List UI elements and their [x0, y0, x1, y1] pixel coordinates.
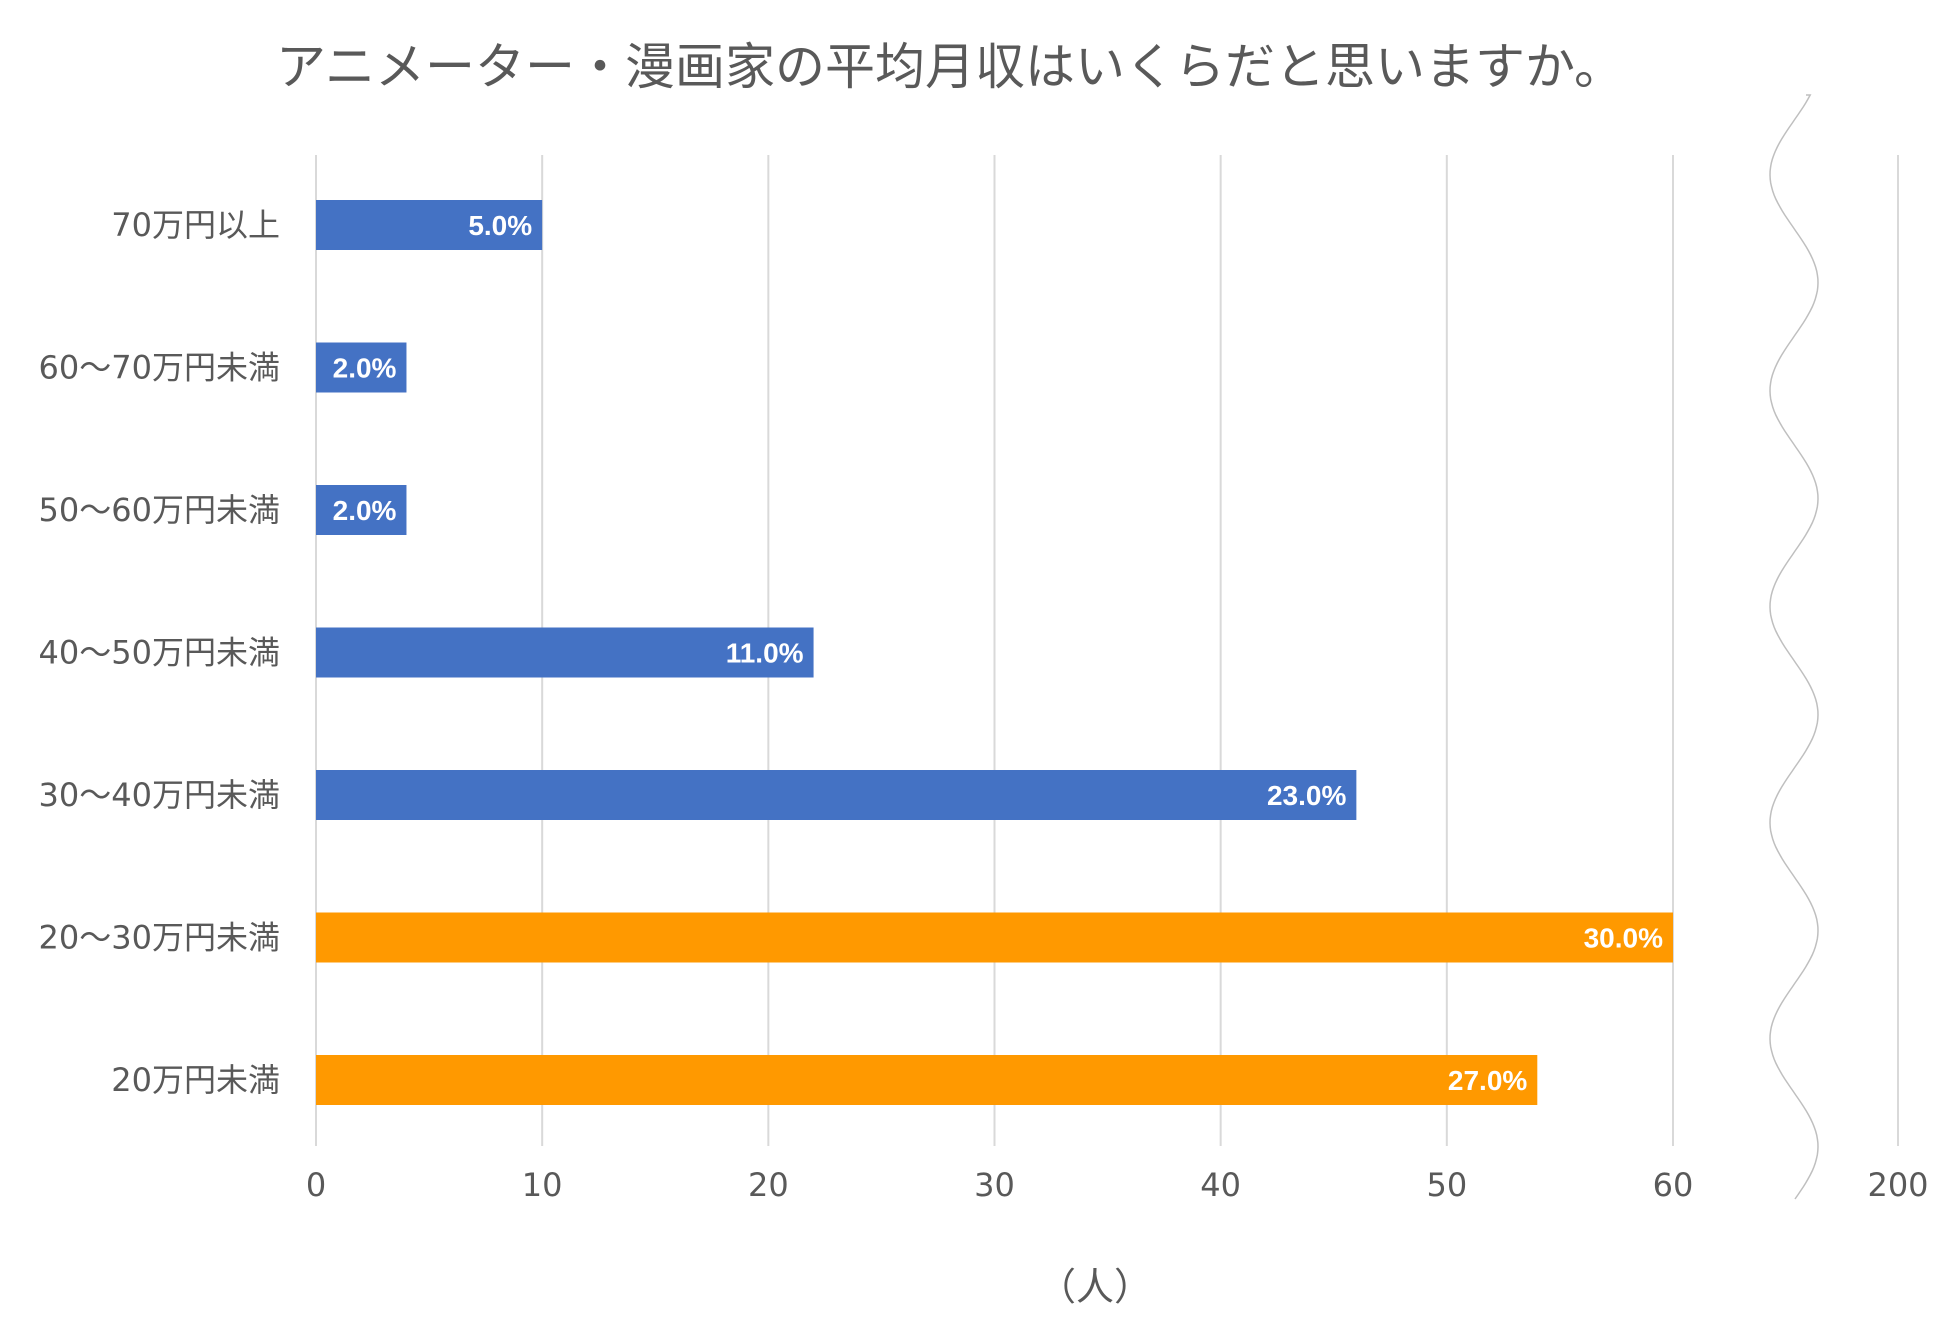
- data-label-6: 27.0%: [1448, 1065, 1527, 1096]
- x-tick-label-10: 10: [522, 1166, 563, 1204]
- data-label-1: 2.0%: [333, 353, 397, 384]
- x-tick-label-40: 40: [1200, 1166, 1241, 1204]
- data-label-2: 2.0%: [333, 495, 397, 526]
- x-tick-labels: 0 10 20 30 40 50 60 200: [306, 1166, 1929, 1204]
- x-tick-label-30: 30: [974, 1166, 1015, 1204]
- data-label-4: 23.0%: [1267, 780, 1346, 811]
- x-tick-label-60: 60: [1653, 1166, 1694, 1204]
- category-label-5: 20〜30万円未満: [39, 919, 280, 957]
- bar-2: [316, 485, 407, 535]
- chart-title: アニメーター・漫画家の平均月収はいくらだと思いますか。: [276, 38, 1624, 96]
- category-label-2: 50〜60万円未満: [39, 491, 280, 529]
- bar-5: [316, 912, 1673, 963]
- data-labels: 5.0% 2.0% 2.0% 11.0% 23.0% 30.0% 27.0%: [333, 210, 1663, 1096]
- category-label-1: 60〜70万円未満: [39, 349, 280, 387]
- axis-break-wave: [1769, 94, 1819, 1200]
- category-label-4: 30〜40万円未満: [39, 776, 280, 814]
- bar-4: [316, 770, 1357, 820]
- data-label-3: 11.0%: [726, 638, 804, 669]
- category-labels: 70万円以上 60〜70万円未満 50〜60万円未満 40〜50万円未満 30〜40万円…: [39, 206, 280, 1099]
- x-tick-label-50: 50: [1426, 1166, 1467, 1204]
- bar-0: [316, 200, 543, 250]
- data-label-5: 30.0%: [1584, 923, 1663, 954]
- bar-1: [316, 342, 407, 393]
- data-label-0: 5.0%: [468, 210, 532, 241]
- bar-6: [316, 1055, 1538, 1105]
- category-label-6: 20万円未満: [111, 1061, 280, 1099]
- bar-3: [316, 627, 814, 678]
- x-tick-label-0: 0: [306, 1166, 326, 1204]
- bars: [316, 200, 1673, 1105]
- x-axis-title: （人）: [1038, 1265, 1152, 1309]
- x-tick-label-200: 200: [1867, 1166, 1928, 1204]
- category-label-0: 70万円以上: [111, 206, 280, 244]
- category-label-3: 40〜50万円未満: [39, 634, 280, 672]
- x-tick-label-20: 20: [748, 1166, 789, 1204]
